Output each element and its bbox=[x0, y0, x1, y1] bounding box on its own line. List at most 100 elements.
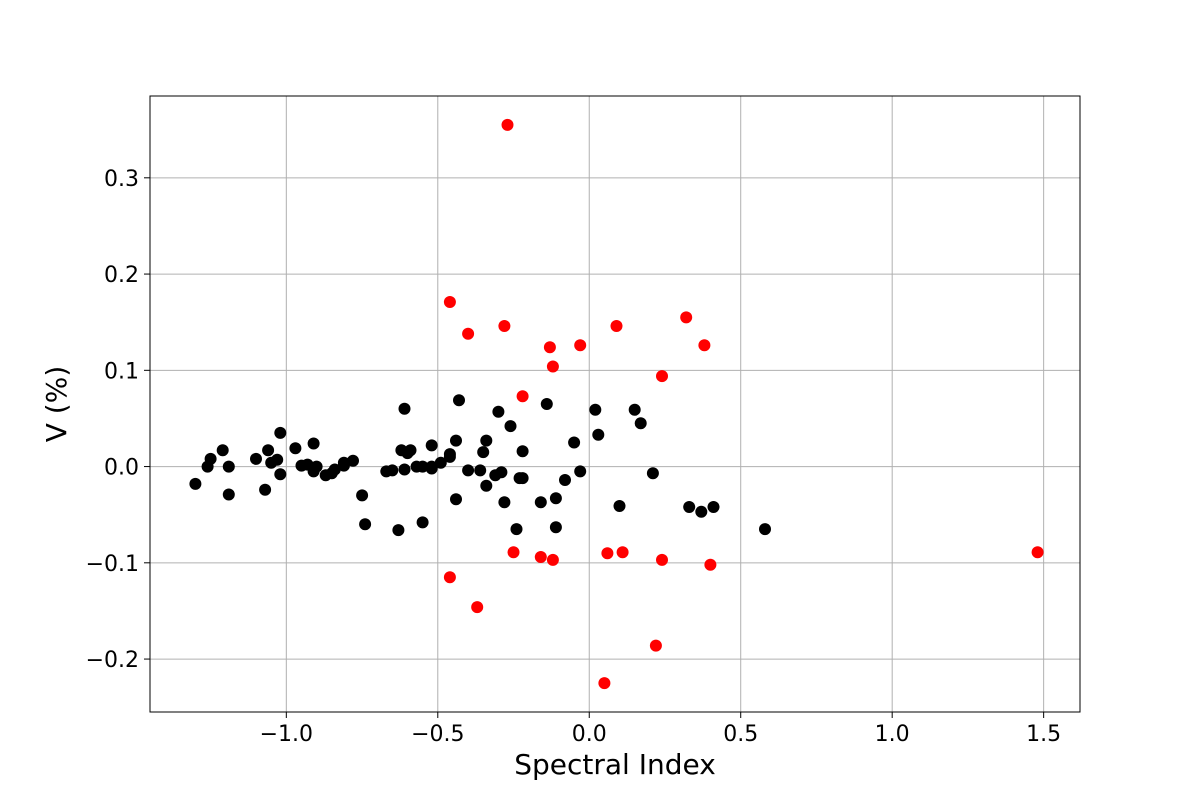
black-data-point bbox=[416, 516, 429, 529]
y-tick-label: 0.3 bbox=[104, 167, 139, 192]
black-data-point bbox=[450, 434, 462, 447]
plot-frame bbox=[149, 95, 1081, 713]
black-data-point bbox=[453, 394, 465, 407]
red-data-point bbox=[649, 639, 662, 652]
x-tick-label: 1.0 bbox=[875, 722, 910, 747]
black-data-point bbox=[516, 472, 529, 485]
black-data-point bbox=[534, 496, 547, 509]
red-data-point bbox=[656, 553, 668, 566]
x-tick-label: 0.0 bbox=[572, 722, 607, 747]
black-data-point bbox=[425, 439, 438, 452]
y-tick-label: −0.2 bbox=[86, 648, 139, 673]
black-data-point bbox=[450, 493, 462, 506]
black-data-point bbox=[259, 483, 272, 496]
black-data-point bbox=[759, 523, 771, 536]
red-data-point bbox=[516, 390, 529, 403]
red-data-point bbox=[546, 553, 559, 566]
red-data-point bbox=[471, 601, 484, 614]
red-data-point bbox=[534, 551, 547, 563]
red-data-point bbox=[1031, 546, 1044, 559]
black-data-point bbox=[271, 453, 284, 466]
y-tick-label: 0.2 bbox=[104, 263, 139, 288]
red-data-point bbox=[656, 370, 668, 383]
black-data-point bbox=[559, 474, 571, 486]
x-tick-label: −1.0 bbox=[260, 722, 313, 747]
black-data-point bbox=[634, 417, 647, 430]
black-data-point bbox=[398, 463, 411, 476]
red-data-point bbox=[443, 571, 456, 584]
black-data-point bbox=[549, 521, 562, 534]
black-data-point bbox=[392, 524, 405, 537]
black-data-point bbox=[262, 444, 275, 457]
black-data-point bbox=[589, 403, 602, 416]
black-data-point bbox=[347, 454, 359, 467]
black-data-point bbox=[646, 467, 659, 480]
black-data-point bbox=[474, 464, 487, 477]
red-data-point bbox=[543, 341, 556, 354]
black-data-point bbox=[495, 466, 508, 479]
black-data-point bbox=[250, 452, 262, 465]
black-data-point bbox=[359, 518, 372, 531]
black-data-point bbox=[443, 450, 456, 463]
black-data-point bbox=[480, 434, 493, 447]
red-data-point bbox=[498, 320, 511, 332]
black-data-point bbox=[404, 444, 417, 457]
black-data-point bbox=[695, 505, 708, 518]
black-data-point bbox=[204, 452, 217, 465]
black-data-point bbox=[549, 492, 562, 505]
x-axis-label: Spectral Index bbox=[514, 748, 716, 781]
black-data-point bbox=[574, 465, 587, 478]
red-data-point bbox=[546, 360, 559, 373]
y-tick-label: 0.0 bbox=[104, 456, 139, 481]
x-tick-label: −0.5 bbox=[411, 722, 464, 747]
black-data-point bbox=[307, 437, 320, 450]
black-data-point bbox=[504, 420, 517, 433]
black-data-point bbox=[592, 428, 605, 441]
black-data-point bbox=[434, 456, 447, 469]
red-data-point bbox=[680, 311, 693, 324]
red-data-point bbox=[598, 677, 611, 690]
black-data-point bbox=[289, 442, 302, 455]
black-data-point bbox=[480, 479, 493, 492]
black-data-point bbox=[568, 436, 581, 449]
grid-lines bbox=[150, 96, 1080, 712]
red-data-point bbox=[698, 339, 711, 352]
black-data-point bbox=[274, 426, 287, 439]
black-data-point bbox=[328, 463, 341, 476]
y-axis-label: V (%) bbox=[40, 366, 73, 443]
black-data-point bbox=[416, 460, 429, 473]
red-data-point bbox=[610, 320, 623, 332]
y-tick-label: 0.1 bbox=[104, 359, 139, 384]
black-data-point bbox=[216, 444, 229, 457]
black-data-point bbox=[477, 446, 490, 459]
black-data-point bbox=[189, 477, 202, 490]
black-data-point bbox=[492, 405, 505, 418]
black-data-point bbox=[498, 496, 511, 509]
red-data-point bbox=[507, 546, 520, 559]
black-data-point bbox=[613, 500, 626, 512]
x-tick-label: 1.5 bbox=[1026, 722, 1061, 747]
red-data-point bbox=[616, 546, 629, 559]
red-data-point bbox=[501, 118, 514, 131]
black-data-point bbox=[516, 445, 529, 458]
red-data-point bbox=[601, 547, 614, 560]
black-data-point bbox=[707, 501, 720, 513]
red-data-point bbox=[462, 327, 475, 340]
black-data-point bbox=[386, 464, 399, 477]
black-data-point bbox=[510, 523, 523, 536]
black-data-point bbox=[462, 464, 475, 477]
black-data-point bbox=[274, 468, 287, 481]
red-data-point bbox=[704, 558, 717, 571]
black-data-point bbox=[310, 460, 323, 473]
black-data-point bbox=[628, 403, 641, 416]
black-data-point bbox=[222, 460, 235, 473]
black-data-point bbox=[425, 460, 438, 473]
black-data-point bbox=[222, 488, 235, 501]
x-tick-label: 0.5 bbox=[723, 722, 758, 747]
black-data-point bbox=[398, 402, 411, 415]
red-data-point bbox=[443, 296, 456, 308]
red-data-point bbox=[574, 339, 587, 352]
axis-ticks: −1.0 −0.5 0.0 0.5 1.0 1.5 −0.2 −0.1 0.0 0.1 0.2 0.3 bbox=[86, 167, 1062, 747]
data-points bbox=[189, 118, 1044, 690]
